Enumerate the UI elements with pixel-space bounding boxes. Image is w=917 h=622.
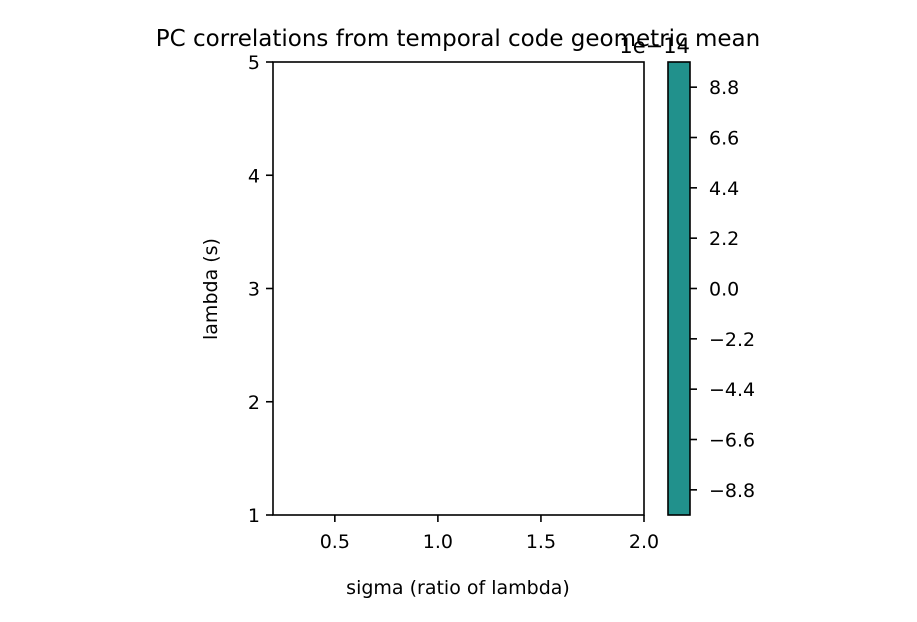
colorbar-tick-label: 0.0 xyxy=(709,279,739,301)
plot-area xyxy=(272,61,645,516)
y-axis-ticks: 1 2 3 4 5 xyxy=(248,52,273,527)
y-tick-label: 3 xyxy=(248,279,260,301)
colorbar-tick-label: 6.6 xyxy=(709,128,739,150)
y-tick-label: 4 xyxy=(248,165,260,187)
y-tick-label: 5 xyxy=(248,52,260,74)
y-tick-label: 1 xyxy=(248,505,260,527)
colorbar-tick-label: −6.6 xyxy=(709,430,755,452)
x-tick-label: 0.5 xyxy=(320,531,350,553)
colorbar-tick-label: −4.4 xyxy=(709,379,755,401)
colorbar-offset-text: 1e−14 xyxy=(619,34,690,58)
colorbar-tick-label: 4.4 xyxy=(709,178,739,200)
colorbar-tick-label: −8.8 xyxy=(709,480,755,502)
colorbar xyxy=(667,61,691,516)
chart-title: PC correlations from temporal code geome… xyxy=(156,26,760,52)
y-axis-label: lambda (s) xyxy=(200,238,222,340)
colorbar-tick-label: −2.2 xyxy=(709,329,755,351)
y-tick-label: 2 xyxy=(248,392,260,414)
x-tick-label: 2.0 xyxy=(629,531,659,553)
colorbar-tick-label: 2.2 xyxy=(709,228,739,250)
x-tick-label: 1.0 xyxy=(423,531,453,553)
colorbar-ticks: 8.8 6.6 4.4 2.2 0.0 −2.2 −4.4 −6.6 −8.8 xyxy=(690,77,755,502)
x-tick-label: 1.5 xyxy=(526,531,556,553)
x-axis-ticks: 0.5 1.0 1.5 2.0 xyxy=(320,515,659,553)
x-axis-label: sigma (ratio of lambda) xyxy=(346,577,570,599)
colorbar-tick-label: 8.8 xyxy=(709,77,739,99)
